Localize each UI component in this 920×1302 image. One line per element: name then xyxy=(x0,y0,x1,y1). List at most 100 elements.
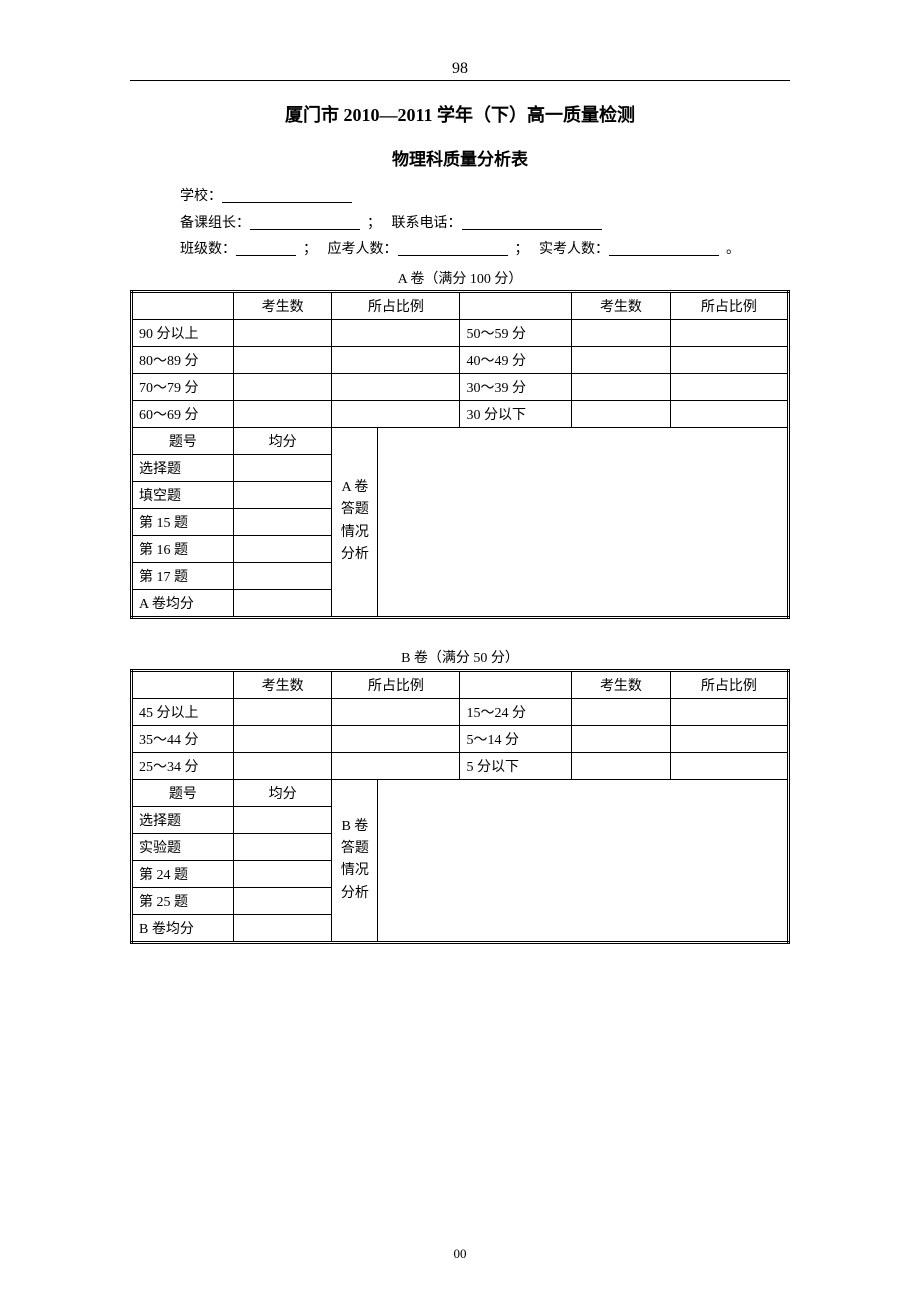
cell xyxy=(233,887,332,914)
q-row-label: A 卷均分 xyxy=(132,589,234,617)
analysis-label-line: 分析 xyxy=(341,886,369,901)
period: 。 xyxy=(726,242,740,257)
cell xyxy=(233,346,332,373)
cell-blank xyxy=(132,670,234,698)
hdr-students: 考生数 xyxy=(572,291,671,319)
q-row-label: 填空题 xyxy=(132,481,234,508)
cell xyxy=(233,319,332,346)
semicolon: ； xyxy=(367,216,381,231)
cell xyxy=(332,373,460,400)
phone-label: 联系电话： xyxy=(392,216,462,231)
should-count-label: 应考人数： xyxy=(328,242,398,257)
analysis-label-line: 情况 xyxy=(341,525,369,540)
table-a-caption: A 卷（满分 100 分） xyxy=(130,268,790,288)
cell xyxy=(332,346,460,373)
table-row: 45 分以上 15～24 分 xyxy=(132,698,789,725)
q-row-label: 选择题 xyxy=(132,454,234,481)
range-label: 5 分以下 xyxy=(460,752,572,779)
cell xyxy=(572,698,671,725)
cell xyxy=(233,698,332,725)
q-row-label: B 卷均分 xyxy=(132,914,234,942)
cell xyxy=(332,725,460,752)
range-label: 45 分以上 xyxy=(132,698,234,725)
range-label: 50～59 分 xyxy=(460,319,572,346)
hdr-ratio: 所占比例 xyxy=(670,291,788,319)
table-b: 考生数 所占比例 考生数 所占比例 45 分以上 15～24 分 35～44 分… xyxy=(130,669,790,944)
range-label: 90 分以上 xyxy=(132,319,234,346)
page-number-top: 98 xyxy=(130,60,790,78)
cell xyxy=(233,373,332,400)
cell xyxy=(572,725,671,752)
range-label: 35～44 分 xyxy=(132,725,234,752)
leader-blank xyxy=(250,216,360,230)
analysis-label-cell: A 卷 答题 情况 分析 xyxy=(332,427,378,617)
class-count-blank xyxy=(236,242,296,256)
q-row-label: 选择题 xyxy=(132,806,234,833)
range-label: 30～39 分 xyxy=(460,373,572,400)
cell xyxy=(332,319,460,346)
hdr-students: 考生数 xyxy=(572,670,671,698)
page-number-bottom: 00 xyxy=(0,1246,920,1262)
range-label: 70～79 分 xyxy=(132,373,234,400)
cell xyxy=(572,400,671,427)
header-rule xyxy=(130,80,790,81)
title-line-2: 物理科质量分析表 xyxy=(130,145,790,170)
analysis-label-cell: B 卷 答题 情况 分析 xyxy=(332,779,378,942)
document-page: 98 厦门市 2010—2011 学年（下）高一质量检测 物理科质量分析表 学校… xyxy=(0,0,920,1302)
table-row: 60～69 分 30 分以下 xyxy=(132,400,789,427)
table-a: 考生数 所占比例 考生数 所占比例 90 分以上 50～59 分 80～89 分… xyxy=(130,290,790,619)
cell xyxy=(670,400,788,427)
analysis-label: A 卷 答题 情况 分析 xyxy=(338,477,371,567)
range-label: 80～89 分 xyxy=(132,346,234,373)
range-label: 25～34 分 xyxy=(132,752,234,779)
cell xyxy=(670,725,788,752)
analysis-area xyxy=(378,779,789,942)
cell xyxy=(233,833,332,860)
school-label: 学校： xyxy=(180,189,222,204)
range-label: 40～49 分 xyxy=(460,346,572,373)
table-row: 25～34 分 5 分以下 xyxy=(132,752,789,779)
semicolon: ； xyxy=(303,242,317,257)
analysis-label: B 卷 答题 情况 分析 xyxy=(338,816,371,906)
cell xyxy=(233,535,332,562)
analysis-label-line: 分析 xyxy=(341,547,369,562)
analysis-label-line: 答题 xyxy=(341,841,369,856)
q-row-label: 第 16 题 xyxy=(132,535,234,562)
cell xyxy=(233,481,332,508)
cell xyxy=(233,562,332,589)
cell xyxy=(572,373,671,400)
analysis-area xyxy=(378,427,789,617)
cell-blank xyxy=(460,670,572,698)
hdr-ratio: 所占比例 xyxy=(670,670,788,698)
class-count-label: 班级数： xyxy=(180,242,236,257)
hdr-ratio: 所占比例 xyxy=(332,291,460,319)
cell xyxy=(670,698,788,725)
cell xyxy=(233,914,332,942)
analysis-label-line: 答题 xyxy=(341,502,369,517)
table-row: 90 分以上 50～59 分 xyxy=(132,319,789,346)
range-label: 60～69 分 xyxy=(132,400,234,427)
analysis-label-line: 情况 xyxy=(341,863,369,878)
q-row-label: 实验题 xyxy=(132,833,234,860)
cell xyxy=(233,752,332,779)
table-row: 70～79 分 30～39 分 xyxy=(132,373,789,400)
cell xyxy=(670,346,788,373)
table-row: 考生数 所占比例 考生数 所占比例 xyxy=(132,291,789,319)
table-row: 35～44 分 5～14 分 xyxy=(132,725,789,752)
cell xyxy=(332,400,460,427)
table-row: 80～89 分 40～49 分 xyxy=(132,346,789,373)
q-row-label: 第 24 题 xyxy=(132,860,234,887)
hdr-students: 考生数 xyxy=(233,670,332,698)
q-header-avg: 均分 xyxy=(233,427,332,454)
cell xyxy=(670,752,788,779)
phone-blank xyxy=(462,216,602,230)
cell xyxy=(233,589,332,617)
cell xyxy=(332,752,460,779)
cell xyxy=(233,806,332,833)
range-label: 30 分以下 xyxy=(460,400,572,427)
cell xyxy=(233,860,332,887)
actual-count-blank xyxy=(609,242,719,256)
cell xyxy=(572,319,671,346)
cell xyxy=(332,698,460,725)
cell xyxy=(670,373,788,400)
